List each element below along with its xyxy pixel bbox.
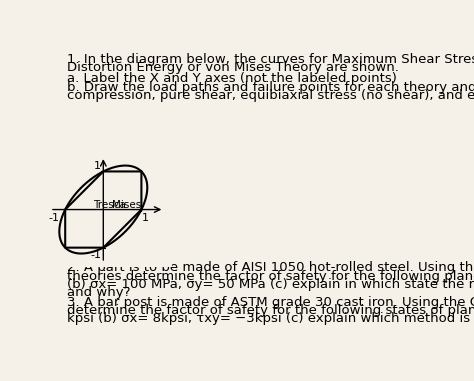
Text: 3. A bar post is made of ASTM grade 30 cast iron. Using the Coulomb-Mohr and mod: 3. A bar post is made of ASTM grade 30 c… [66, 296, 474, 309]
Text: -1: -1 [90, 250, 101, 259]
Text: 1: 1 [94, 161, 101, 171]
Text: Tresca: Tresca [92, 200, 126, 210]
Text: theories determine the factor of safety for the following plane stress states: (: theories determine the factor of safety … [66, 270, 474, 283]
Text: kpsi (b) σx= 8kpsi, τxy= −3kpsi (c) explain which method is more conservative an: kpsi (b) σx= 8kpsi, τxy= −3kpsi (c) expl… [66, 312, 474, 325]
Text: 1. In the diagram below, the curves for Maximum Shear Stress (MSS) or Tresca Fai: 1. In the diagram below, the curves for … [66, 53, 474, 66]
Text: and why?: and why? [66, 286, 130, 299]
Text: determine the factor of safety for the following states of plane stress in the b: determine the factor of safety for the f… [66, 304, 474, 317]
Text: -1: -1 [48, 213, 60, 223]
Text: a. Label the X and Y axes (not the labeled points): a. Label the X and Y axes (not the label… [66, 72, 396, 85]
Text: 2. A part is to be made of AISI 1050 hot-rolled steel. Using the maximum-shear-s: 2. A part is to be made of AISI 1050 hot… [66, 261, 474, 274]
Text: compression, pure shear, equibiaxial stress (no shear), and equal tension and sh: compression, pure shear, equibiaxial str… [66, 89, 474, 102]
Text: Mises: Mises [112, 200, 142, 210]
Text: (b) σx= 100 MPa, σy= 50 MPa (c) explain in which state the results of the two me: (b) σx= 100 MPa, σy= 50 MPa (c) explain … [66, 278, 474, 291]
Text: 1: 1 [142, 213, 149, 223]
Text: Distortion Energy or von Mises Theory are shown.: Distortion Energy or von Mises Theory ar… [66, 61, 399, 74]
Text: b. Draw the load paths and failure points for each theory and compare them: Unia: b. Draw the load paths and failure point… [66, 81, 474, 94]
